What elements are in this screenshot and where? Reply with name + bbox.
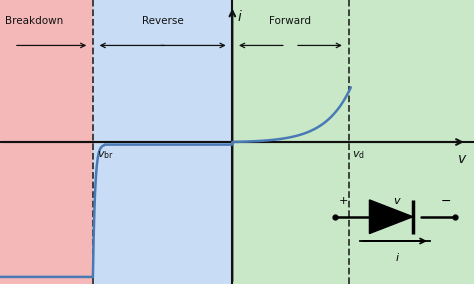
Text: Breakdown: Breakdown — [5, 16, 63, 26]
Text: +: + — [339, 196, 348, 206]
Polygon shape — [369, 200, 413, 233]
Bar — [0, 0, 93, 284]
Text: Forward: Forward — [269, 16, 311, 26]
Text: $v$: $v$ — [393, 196, 401, 206]
Text: −: − — [441, 195, 451, 208]
Bar — [93, 0, 232, 284]
Text: $i$: $i$ — [395, 252, 400, 264]
Text: $v_\mathrm{d}$: $v_\mathrm{d}$ — [352, 149, 365, 160]
Text: v: v — [458, 153, 466, 166]
Text: $v_\mathrm{br}$: $v_\mathrm{br}$ — [97, 149, 113, 160]
Text: i: i — [238, 10, 242, 24]
Text: Reverse: Reverse — [142, 16, 183, 26]
